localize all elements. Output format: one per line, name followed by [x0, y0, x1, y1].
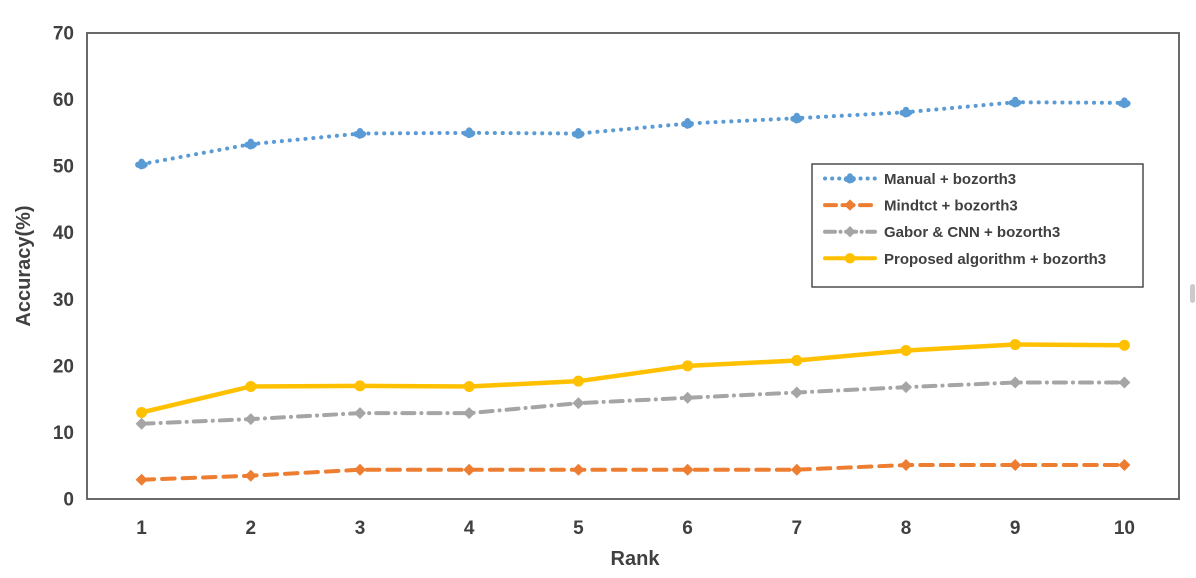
y-tick-label: 70 [53, 24, 74, 45]
series-marker [790, 112, 804, 124]
y-tick-label: 0 [63, 490, 74, 511]
legend-item-gabor-cnn-bozorth3: Gabor & CNN + bozorth3 [823, 224, 1060, 241]
series-marker [135, 417, 148, 430]
series-marker [244, 138, 257, 150]
series-marker [844, 226, 856, 238]
legend-item-mindtct-bozorth3: Mindtct + bozorth3 [823, 198, 1018, 215]
series-marker [135, 158, 148, 170]
x-tick-label: 9 [1010, 518, 1021, 539]
series-marker [1008, 96, 1022, 108]
series-marker [463, 463, 476, 476]
x-tick-label: 8 [901, 518, 912, 539]
series-line-gabor-cnn-bozorth3 [139, 380, 1127, 426]
x-tick-label: 5 [573, 518, 584, 539]
legend-label: Mindtct + bozorth3 [884, 198, 1018, 215]
x-tick-label: 10 [1114, 518, 1135, 539]
series-marker [354, 380, 366, 392]
series-marker [354, 463, 366, 476]
legend-item-proposed-algorithm-bozorth3: Proposed algorithm + bozorth3 [823, 251, 1106, 268]
series-line-manual-bozorth3 [139, 100, 1127, 167]
series-marker [244, 469, 257, 482]
y-axis-title: Accuracy(%) [13, 205, 35, 326]
y-tick-label: 50 [53, 157, 74, 178]
plot-area-border [86, 32, 1180, 500]
series-marker [1118, 339, 1130, 351]
x-tick-label: 3 [355, 518, 366, 539]
series-marker [1009, 376, 1022, 389]
x-axis-title: Rank [611, 548, 661, 570]
x-tick-label: 2 [246, 518, 257, 539]
legend-label: Proposed algorithm + bozorth3 [884, 251, 1106, 268]
y-tick-label: 60 [53, 90, 74, 111]
series-marker [462, 127, 476, 139]
legend-border [811, 163, 1144, 288]
series-marker [572, 375, 584, 387]
series-marker [463, 407, 476, 420]
series-marker [681, 463, 694, 476]
window-edge-artifact [1190, 284, 1195, 303]
series-marker [681, 391, 694, 404]
series-marker [844, 253, 856, 264]
legend-item-manual-bozorth3: Manual + bozorth3 [823, 171, 1016, 188]
series-marker [843, 173, 856, 184]
series-line-mindtct-bozorth3 [139, 463, 1127, 482]
legend-label: Manual + bozorth3 [884, 171, 1016, 188]
series-marker [1117, 97, 1131, 109]
series-marker [136, 406, 148, 418]
y-tick-label: 30 [53, 290, 74, 311]
series-markers-proposed-algorithm-bozorth3 [136, 339, 1130, 418]
series-marker [572, 397, 585, 410]
series-marker [900, 345, 912, 357]
y-tick-label: 10 [53, 423, 74, 444]
series-marker [463, 380, 475, 392]
x-tick-label: 7 [792, 518, 803, 539]
series-marker [790, 386, 803, 399]
axis-tick-labels: 0 10 20 30 40 50 60 70 1 2 3 4 5 6 7 8 9 10 [53, 24, 1135, 540]
y-tick-label: 40 [53, 223, 74, 244]
series-marker [354, 407, 366, 420]
y-tick-label: 20 [53, 356, 74, 377]
series-marker [791, 355, 803, 367]
series-marker [244, 413, 257, 426]
x-tick-label: 6 [682, 518, 693, 539]
series-marker [135, 473, 148, 486]
series-marker [681, 118, 694, 129]
series-marker [900, 381, 912, 394]
series-marker [844, 199, 856, 211]
series-marker [245, 380, 257, 392]
series-marker [900, 459, 912, 472]
series-markers-gabor-cnn-bozorth3 [135, 376, 1131, 430]
series-marker [899, 106, 913, 118]
series-marker [790, 463, 803, 476]
series-marker [1118, 459, 1131, 472]
x-tick-label: 4 [464, 518, 475, 539]
series-marker [572, 463, 585, 476]
series-markers-manual-bozorth3 [135, 96, 1131, 170]
series-markers-mindtct-bozorth3 [135, 459, 1131, 486]
legend-label: Gabor & CNN + bozorth3 [884, 224, 1060, 241]
series-marker [1009, 459, 1022, 472]
legend-box: Manual + bozorth3 Mindtct + bozorth3 Gabor… [811, 163, 1144, 288]
x-tick-label: 1 [136, 518, 147, 539]
series-marker [571, 128, 585, 139]
series-marker [682, 360, 694, 372]
series-marker [1009, 339, 1021, 351]
series-marker [353, 128, 367, 139]
data-series-group [135, 96, 1131, 486]
series-line-proposed-algorithm-bozorth3 [139, 342, 1127, 415]
series-marker [1118, 376, 1131, 389]
